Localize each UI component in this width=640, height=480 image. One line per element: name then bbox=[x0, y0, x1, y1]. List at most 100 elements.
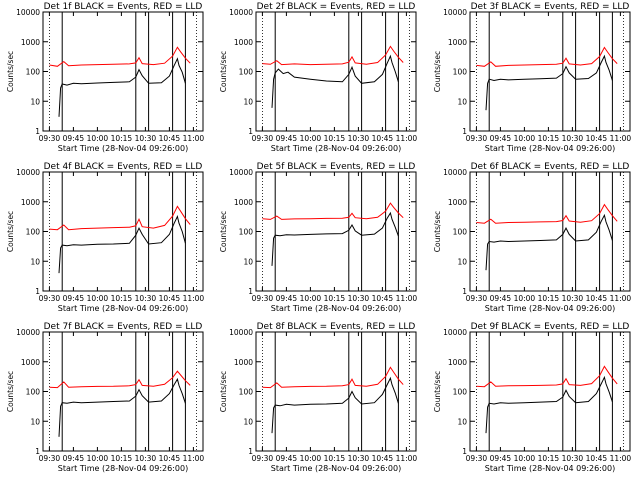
panel-4-y-tick-label-3: 100 bbox=[26, 228, 41, 237]
panel-7-x-tick-label-7: 11:00 bbox=[183, 454, 205, 463]
panel-2-x-tick-label-3: 10:00 bbox=[300, 134, 322, 143]
panel-2-x-tick-label-5: 10:30 bbox=[348, 134, 370, 143]
panel-1-y-tick-label-4: 1000 bbox=[21, 38, 40, 47]
panel-6-x-tick-label-5: 10:30 bbox=[562, 294, 584, 303]
panel-8-x-tick-label-2: 09:45 bbox=[276, 454, 298, 463]
panel-3-y-axis-label: Counts/sec bbox=[433, 51, 442, 92]
panel-4-series-events bbox=[58, 215, 186, 274]
panel-2-y-tick-label-1: 1 bbox=[248, 127, 253, 136]
panel-3-series-lld bbox=[476, 46, 618, 67]
panel-7-series-events bbox=[58, 377, 186, 437]
panel-7-axes-frame bbox=[42, 331, 204, 452]
panel-5-y-tick-label-1: 1 bbox=[248, 287, 253, 296]
panel-9-x-tick-label-6: 10:45 bbox=[586, 454, 608, 463]
panel-1-y-tick-label-5: 10000 bbox=[16, 8, 40, 17]
panel-3-x-tick-label-4: 10:15 bbox=[538, 134, 560, 143]
panel-7-series-lld bbox=[49, 370, 191, 389]
panel-9-series-lld bbox=[476, 365, 618, 388]
panel-8-x-tick-label-7: 11:00 bbox=[396, 454, 418, 463]
panel-8-axes-frame bbox=[255, 331, 417, 452]
panel-2-y-axis-label: Counts/sec bbox=[219, 51, 228, 92]
panel-7-x-axis-label: Start Time (28-Nov-04 09:26:00) bbox=[58, 464, 188, 473]
panel-5-axes-frame bbox=[255, 171, 417, 292]
panel-6-x-tick-label-6: 10:45 bbox=[586, 294, 608, 303]
panel-8-series-events bbox=[271, 376, 399, 434]
panel-3-x-tick-label-7: 11:00 bbox=[610, 134, 632, 143]
panel-5-x-tick-label-7: 11:00 bbox=[396, 294, 418, 303]
panel-8-y-tick-label-4: 1000 bbox=[234, 358, 253, 367]
panel-5-x-tick-label-5: 10:30 bbox=[348, 294, 370, 303]
panel-9-x-tick-label-4: 10:15 bbox=[538, 454, 560, 463]
panel-6-y-axis-label: Counts/sec bbox=[433, 211, 442, 252]
panel-1-y-axis-label: Counts/sec bbox=[6, 51, 15, 92]
panel-4-x-tick-label-2: 09:45 bbox=[63, 294, 85, 303]
panel-7-y-tick-label-3: 100 bbox=[26, 388, 41, 397]
panel-7-x-tick-label-4: 10:15 bbox=[111, 454, 133, 463]
panel-6-y-tick-label-2: 10 bbox=[457, 257, 467, 266]
panel-3-y-tick-label-1: 1 bbox=[462, 127, 467, 136]
panel-6-x-axis-label: Start Time (28-Nov-04 09:26:00) bbox=[485, 304, 615, 313]
panel-1-x-axis-label: Start Time (28-Nov-04 09:26:00) bbox=[58, 144, 188, 153]
panel-8-y-tick-label-2: 10 bbox=[243, 417, 253, 426]
panel-4-x-axis-label: Start Time (28-Nov-04 09:26:00) bbox=[58, 304, 188, 313]
panel-3-series-events bbox=[485, 54, 613, 111]
panel-2: Det 2f BLACK = Events, RED = LLD 1 10 100 10… bbox=[219, 2, 417, 153]
panel-2-y-tick-label-4: 1000 bbox=[234, 38, 253, 47]
panel-5-x-tick-label-1: 09:30 bbox=[252, 294, 274, 303]
panel-3-y-tick-label-3: 100 bbox=[453, 68, 468, 77]
panel-5-y-tick-label-5: 10000 bbox=[229, 168, 253, 177]
panel-5-x-tick-label-3: 10:00 bbox=[300, 294, 322, 303]
panel-7-y-tick-label-1: 1 bbox=[35, 447, 40, 456]
panel-9: Det 9f BLACK = Events, RED = LLD 1 10 100 10… bbox=[433, 322, 631, 473]
panel-5-series-lld bbox=[262, 202, 404, 220]
panel-3-x-tick-label-1: 09:30 bbox=[466, 134, 488, 143]
panel-9-x-tick-label-3: 10:00 bbox=[514, 454, 536, 463]
panel-9-x-tick-label-5: 10:30 bbox=[562, 454, 584, 463]
panel-4-x-tick-label-5: 10:30 bbox=[135, 294, 157, 303]
panel-3-x-tick-label-6: 10:45 bbox=[586, 134, 608, 143]
panel-3: Det 3f BLACK = Events, RED = LLD 1 10 100 10… bbox=[433, 2, 631, 153]
panel-4: Det 4f BLACK = Events, RED = LLD 1 10 100 10… bbox=[6, 162, 204, 313]
panel-1-x-tick-label-1: 09:30 bbox=[39, 134, 61, 143]
panel-9-y-tick-label-1: 1 bbox=[462, 447, 467, 456]
panel-7-x-tick-label-6: 10:45 bbox=[159, 454, 181, 463]
panel-5: Det 5f BLACK = Events, RED = LLD 1 10 100 10… bbox=[219, 162, 417, 313]
panel-4-x-tick-label-1: 09:30 bbox=[39, 294, 61, 303]
panel-8-y-tick-label-5: 10000 bbox=[229, 328, 253, 337]
panel-2-x-tick-label-7: 11:00 bbox=[396, 134, 418, 143]
panel-4-y-axis-label: Counts/sec bbox=[6, 211, 15, 252]
panel-9-title: Det 9f BLACK = Events, RED = LLD bbox=[471, 322, 630, 332]
panel-4-y-tick-label-4: 1000 bbox=[21, 198, 40, 207]
panel-7-x-tick-label-3: 10:00 bbox=[87, 454, 109, 463]
panel-5-x-tick-label-4: 10:15 bbox=[324, 294, 346, 303]
panel-3-x-tick-label-5: 10:30 bbox=[562, 134, 584, 143]
panel-7-title: Det 7f BLACK = Events, RED = LLD bbox=[44, 322, 203, 332]
panel-2-y-tick-label-2: 10 bbox=[243, 97, 253, 106]
panel-5-y-tick-label-4: 1000 bbox=[234, 198, 253, 207]
panel-1: Det 1f BLACK = Events, RED = LLD 1 10 100 10… bbox=[6, 2, 204, 153]
panel-8-title: Det 8f BLACK = Events, RED = LLD bbox=[257, 322, 416, 332]
panel-5-series-events bbox=[271, 211, 399, 266]
panel-9-y-tick-label-2: 10 bbox=[457, 417, 467, 426]
panel-1-x-tick-label-2: 09:45 bbox=[63, 134, 85, 143]
panel-3-title: Det 3f BLACK = Events, RED = LLD bbox=[471, 2, 630, 12]
panel-1-y-tick-label-2: 10 bbox=[30, 97, 40, 106]
panel-4-title: Det 4f BLACK = Events, RED = LLD bbox=[44, 162, 203, 172]
panel-8-series-lld bbox=[262, 366, 404, 389]
panel-8-x-tick-label-1: 09:30 bbox=[252, 454, 274, 463]
panel-3-axes-frame bbox=[469, 11, 631, 132]
panel-8-x-tick-label-5: 10:30 bbox=[348, 454, 370, 463]
panel-4-y-tick-label-5: 10000 bbox=[16, 168, 40, 177]
panel-9-x-tick-label-2: 09:45 bbox=[490, 454, 512, 463]
panel-2-x-axis-label: Start Time (28-Nov-04 09:26:00) bbox=[271, 144, 401, 153]
panel-6-series-lld bbox=[476, 203, 618, 224]
panel-1-y-tick-label-1: 1 bbox=[35, 127, 40, 136]
panel-6-y-tick-label-3: 100 bbox=[453, 228, 468, 237]
panel-2-x-tick-label-6: 10:45 bbox=[372, 134, 394, 143]
panel-2-y-tick-label-3: 100 bbox=[239, 68, 254, 77]
panel-1-x-tick-label-7: 11:00 bbox=[183, 134, 205, 143]
panel-8-y-tick-label-3: 100 bbox=[239, 388, 254, 397]
panel-2-x-tick-label-1: 09:30 bbox=[252, 134, 274, 143]
panel-3-y-tick-label-5: 10000 bbox=[443, 8, 467, 17]
panel-8-x-tick-label-4: 10:15 bbox=[324, 454, 346, 463]
